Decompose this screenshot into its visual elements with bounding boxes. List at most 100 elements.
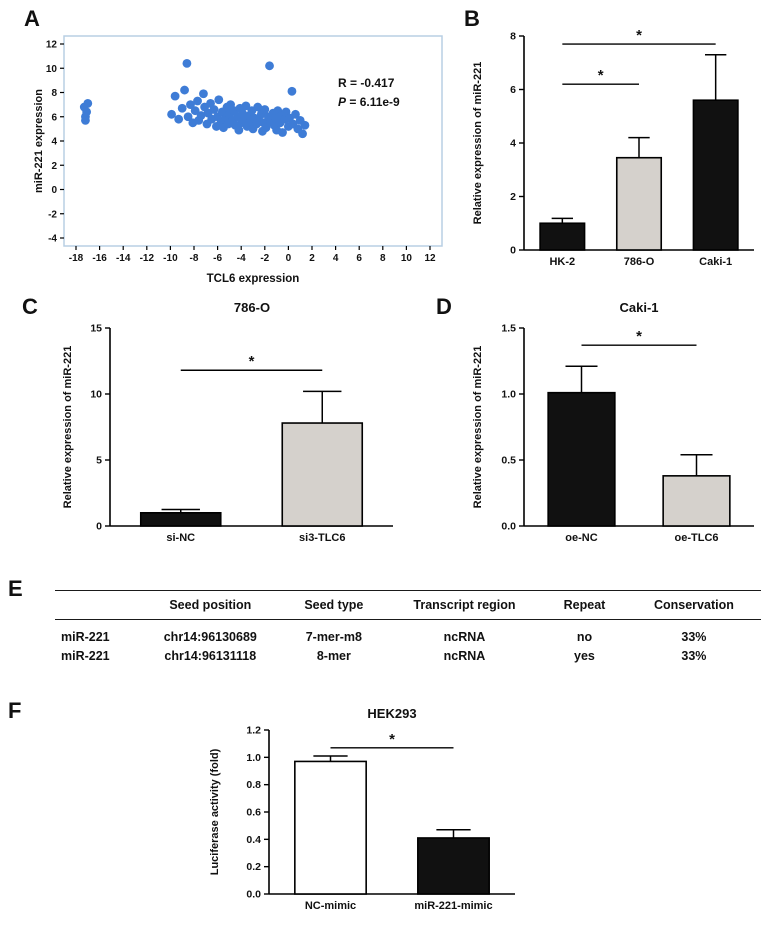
- panel-label-d: D: [436, 294, 452, 319]
- svg-text:HK-2: HK-2: [549, 256, 575, 268]
- svg-text:TCL6 expression: TCL6 expression: [207, 273, 300, 285]
- table-row: miR-221 chr14:96130689 7-mer-m8 ncRNA no 33%: [55, 620, 761, 647]
- table-header-cell: Transcript region: [386, 590, 543, 620]
- scatter-plot-tcl6-mir221: -18 -16 -14 -12 -10 -8 -6 -4 -2 0 2 4 6 8 10 12 -4 -2 0 2 4 6…: [33, 35, 443, 285]
- table-cell: chr14:96131118: [164, 649, 257, 663]
- table-header-cell: [55, 590, 140, 620]
- svg-text:-6: -6: [213, 253, 222, 264]
- svg-text:15: 15: [90, 323, 102, 335]
- svg-text:Relative expression of miR-221: Relative expression of miR-221: [472, 62, 484, 225]
- svg-text:12: 12: [46, 40, 58, 51]
- svg-text:-14: -14: [116, 253, 131, 264]
- svg-text:0: 0: [286, 253, 292, 264]
- svg-text:*: *: [598, 67, 604, 84]
- svg-text:miR-221 expression: miR-221 expression: [33, 89, 45, 193]
- svg-text:Luciferase activity (fold): Luciferase activity (fold): [209, 748, 221, 875]
- svg-text:6: 6: [356, 253, 362, 264]
- svg-text:8: 8: [510, 31, 516, 43]
- svg-text:10: 10: [46, 64, 58, 75]
- svg-text:1.2: 1.2: [246, 725, 261, 737]
- table-cell: no: [576, 630, 593, 644]
- bar-chart-caki1-overexpression: 0.0 0.5 1.0 1.5 oe-NC oe-TLC6 * Relative expres…: [472, 323, 754, 544]
- svg-text:0.8: 0.8: [246, 779, 261, 791]
- table-header-cell: Conservation: [626, 590, 761, 620]
- svg-text:8: 8: [380, 253, 386, 264]
- svg-text:5: 5: [96, 455, 102, 467]
- svg-text:oe-NC: oe-NC: [565, 532, 597, 544]
- svg-text:-10: -10: [163, 253, 178, 264]
- svg-text:0.0: 0.0: [501, 521, 516, 533]
- chart-title-caki1: Caki-1: [619, 300, 659, 315]
- svg-text:*: *: [249, 353, 255, 370]
- chart-title-hek293: HEK293: [367, 706, 417, 721]
- table-row: miR-221 chr14:96131118 8-mer ncRNA yes 33%: [55, 647, 761, 666]
- bar-chart-786o-knockdown: 0 5 10 15 si-NC si3-TLC6 * Relative expression …: [62, 323, 393, 544]
- svg-text:-16: -16: [92, 253, 107, 264]
- table-cell: 7-mer-m8: [305, 630, 362, 644]
- svg-text:2: 2: [309, 253, 315, 264]
- svg-text:-18: -18: [69, 253, 84, 264]
- table-cell: miR-221: [61, 649, 110, 663]
- table-cell: yes: [574, 649, 595, 663]
- svg-text:Caki-1: Caki-1: [699, 256, 732, 268]
- svg-text:2: 2: [51, 161, 57, 172]
- svg-text:0.4: 0.4: [246, 834, 261, 846]
- svg-text:1.0: 1.0: [501, 389, 516, 401]
- svg-text:-2: -2: [260, 253, 269, 264]
- panel-label-e: E: [8, 576, 23, 601]
- table-header-row: Seed position Seed type Transcript region R…: [55, 590, 761, 620]
- svg-text:4: 4: [333, 253, 339, 264]
- table-cell: ncRNA: [443, 649, 486, 663]
- table-cell: 8-mer: [316, 649, 351, 663]
- correlation-r-value: R = -0.417: [338, 76, 395, 90]
- svg-text:-4: -4: [237, 253, 246, 264]
- svg-text:Relative expression of miR-221: Relative expression of miR-221: [472, 346, 484, 509]
- svg-text:-8: -8: [190, 253, 199, 264]
- table-cell: miR-221: [61, 630, 110, 644]
- svg-text:si-NC: si-NC: [166, 532, 195, 544]
- svg-text:miR-221-mimic: miR-221-mimic: [414, 900, 492, 912]
- panel-label-a: A: [24, 6, 40, 31]
- table-cell: 33%: [681, 649, 707, 663]
- svg-text:-2: -2: [48, 209, 57, 220]
- svg-text:1.0: 1.0: [246, 752, 261, 764]
- panel-label-f: F: [8, 698, 22, 723]
- table-header-cell: Seed position: [139, 590, 281, 620]
- svg-text:6: 6: [510, 84, 516, 96]
- svg-text:2: 2: [510, 191, 516, 203]
- svg-text:4: 4: [51, 137, 57, 148]
- table-header-cell: Seed type: [280, 590, 387, 620]
- svg-text:10: 10: [90, 389, 102, 401]
- table-cell: ncRNA: [443, 630, 486, 644]
- svg-text:1.5: 1.5: [501, 323, 516, 335]
- svg-text:0.6: 0.6: [246, 807, 261, 819]
- bar-chart-cell-lines: 0 2 4 6 8 HK-2 786-O Caki-1 * * Relative expressio…: [472, 27, 754, 268]
- svg-text:786-O: 786-O: [624, 256, 655, 268]
- svg-text:*: *: [389, 731, 395, 748]
- svg-text:0.2: 0.2: [246, 861, 261, 873]
- svg-text:0: 0: [96, 521, 102, 533]
- svg-text:*: *: [636, 328, 642, 345]
- svg-text:6: 6: [51, 112, 57, 123]
- bar-chart-luciferase: 0.0 0.2 0.4 0.6 0.8 1.0 1.2 NC-mimic miR-221-mim…: [209, 725, 515, 912]
- svg-text:si3-TLC6: si3-TLC6: [299, 532, 345, 544]
- panel-label-b: B: [464, 6, 480, 31]
- target-prediction-table: Seed position Seed type Transcript region R…: [55, 590, 761, 666]
- svg-text:0: 0: [510, 245, 516, 257]
- svg-text:4: 4: [510, 138, 516, 150]
- svg-text:0.0: 0.0: [246, 889, 261, 901]
- svg-text:0: 0: [51, 185, 57, 196]
- svg-text:oe-TLC6: oe-TLC6: [675, 532, 719, 544]
- svg-text:8: 8: [51, 88, 57, 99]
- svg-text:12: 12: [424, 253, 436, 264]
- panel-label-c: C: [22, 294, 38, 319]
- table-header-cell: Repeat: [542, 590, 627, 620]
- correlation-annotation: R = -0.417 P = 6.11e-9: [338, 74, 400, 111]
- chart-title-786o: 786-O: [233, 300, 271, 315]
- svg-text:-12: -12: [140, 253, 155, 264]
- svg-text:10: 10: [401, 253, 413, 264]
- table-cell: chr14:96130689: [163, 630, 257, 644]
- correlation-p-value: P = 6.11e-9: [338, 94, 400, 109]
- svg-text:Relative expression of miR-221: Relative expression of miR-221: [62, 346, 74, 509]
